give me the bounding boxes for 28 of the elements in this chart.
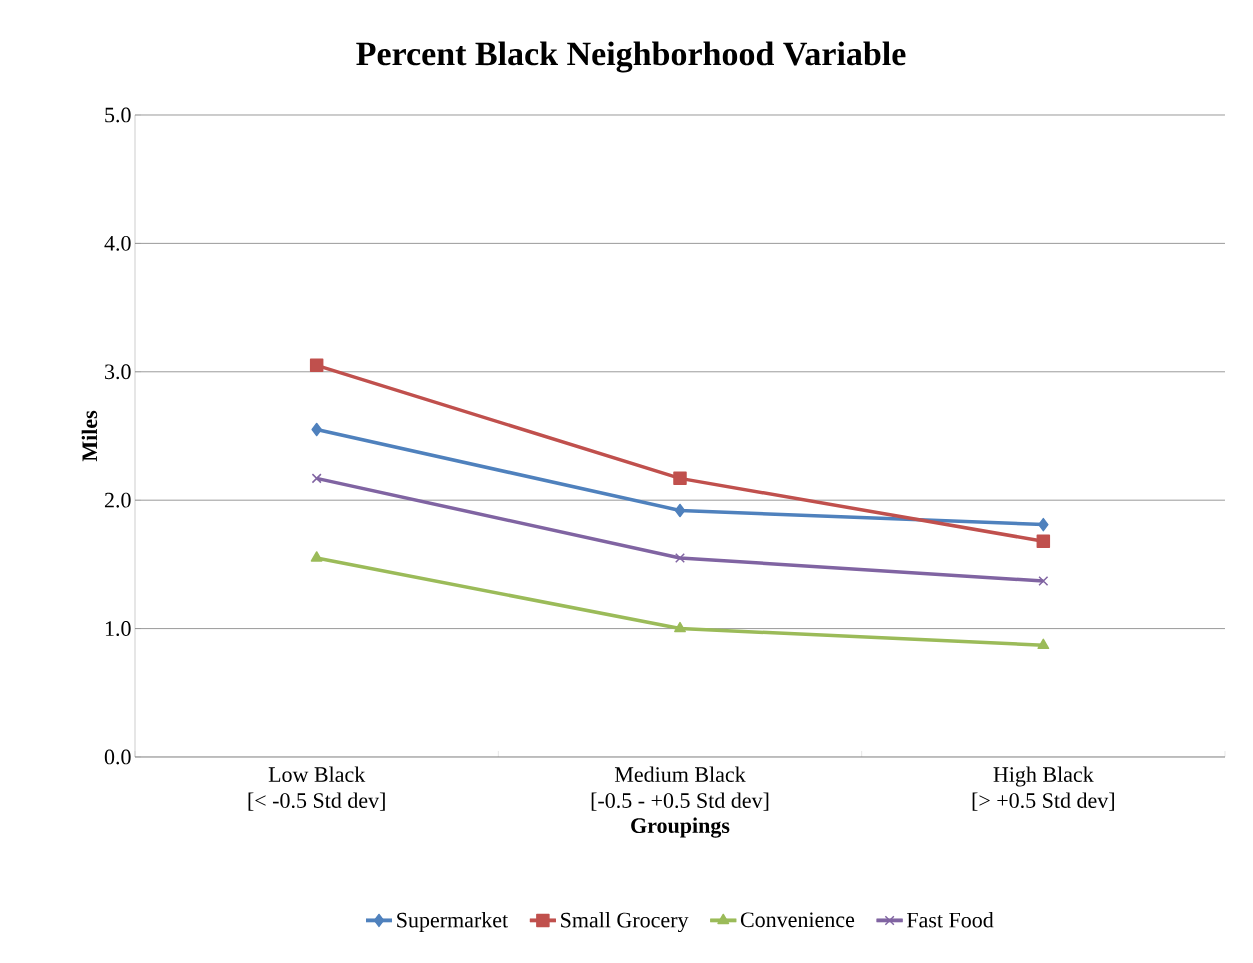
legend-label: Convenience xyxy=(740,912,855,928)
y-tick-label: 5.0 xyxy=(105,107,131,123)
point xyxy=(310,551,323,562)
point xyxy=(674,621,686,633)
point xyxy=(674,503,686,518)
point xyxy=(311,422,322,437)
point xyxy=(1038,576,1049,587)
y-tick-label: 1.0 xyxy=(105,621,131,637)
x-tick-label: Low Black [< -0.5 Std dev] xyxy=(248,766,385,811)
point xyxy=(673,471,687,486)
y-tick-label: 2.0 xyxy=(104,492,131,508)
point xyxy=(1037,638,1050,650)
point xyxy=(675,552,685,563)
chart-title: Percent Black Neighborhood Variable xyxy=(356,41,906,73)
x-tick-label: Medium Black [-0.5 - +0.5 Std dev] xyxy=(591,766,769,811)
point xyxy=(311,473,322,484)
point xyxy=(309,358,324,373)
y-tick-label: 4.0 xyxy=(104,235,131,251)
legend-label: Fast Food xyxy=(906,912,994,928)
x-axis-title: Groupings xyxy=(631,817,730,838)
point xyxy=(1036,534,1051,549)
y-axis-title: Miles xyxy=(81,410,98,462)
y-tick-label: 3.0 xyxy=(105,364,131,380)
point xyxy=(1038,517,1049,532)
y-tick-label: 0.0 xyxy=(104,749,131,765)
x-tick-label: High Black [> +0.5 Std dev] xyxy=(972,766,1114,811)
legend-label: Supermarket xyxy=(397,912,509,932)
legend-label: Small Grocery xyxy=(561,912,689,933)
